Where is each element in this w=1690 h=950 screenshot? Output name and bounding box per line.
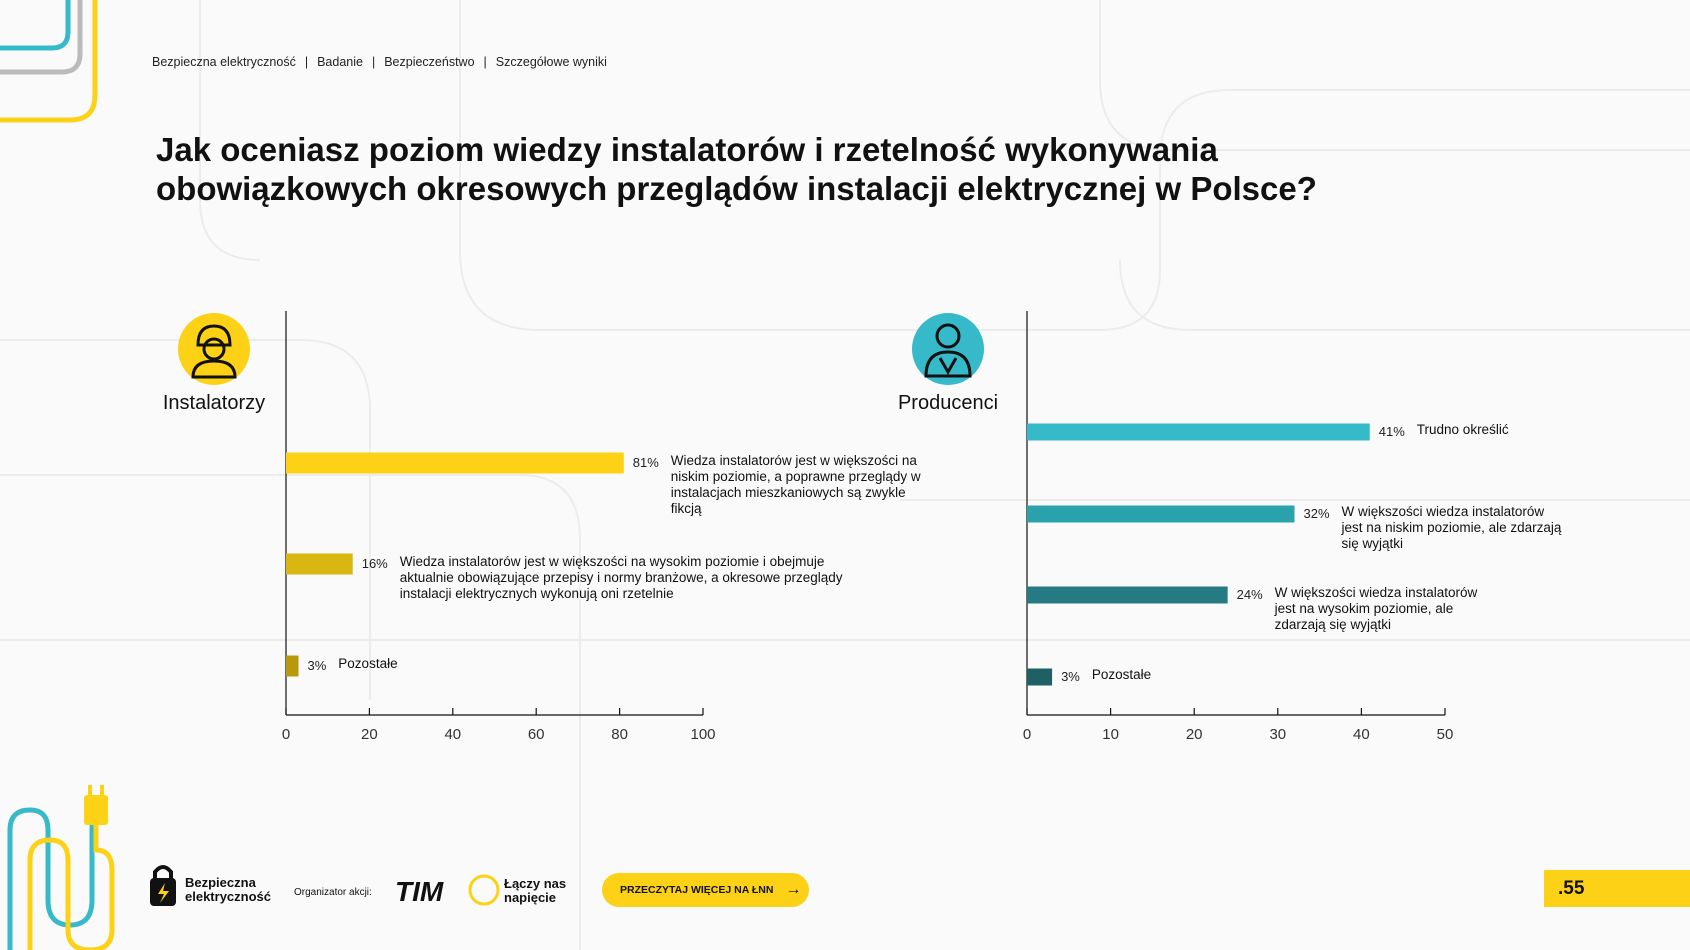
chart-title: Producenci: [897, 392, 999, 414]
x-tick-label: 0: [1023, 726, 1031, 743]
x-tick-label: 10: [1102, 726, 1119, 743]
value-label: 3%: [1061, 669, 1080, 684]
bar: [1027, 423, 1370, 441]
category-label: Pozostałe: [338, 656, 398, 671]
slogan-icon: [468, 874, 500, 906]
bar: [286, 553, 353, 575]
value-label: 41%: [1378, 424, 1405, 439]
plug-icon: [84, 795, 108, 825]
x-tick-label: 60: [528, 726, 545, 743]
category-label: Wiedza instalatorów jest w większości na…: [399, 554, 843, 601]
x-tick-label: 30: [1269, 726, 1286, 743]
breadcrumb-item: Szczegółowe wyniki: [495, 55, 607, 69]
value-label: 16%: [361, 556, 388, 571]
category-label: Pozostałe: [1091, 667, 1152, 682]
organizer: Organizator akcji:: [294, 887, 372, 898]
read-more-button[interactable]: PRZECZYTAJ WIĘCEJ NA ŁNN →: [602, 873, 809, 907]
bar: [1027, 586, 1228, 604]
category-label: Wiedza instalatorów jest w większości na…: [670, 453, 921, 516]
bar: [286, 655, 299, 677]
x-tick-label: 20: [1186, 726, 1203, 743]
category-label: W większości wiedza instalatorów jest na…: [1274, 585, 1478, 632]
x-tick-label: 50: [1437, 726, 1454, 743]
x-tick-label: 80: [611, 726, 628, 743]
value-label: 81%: [632, 455, 659, 470]
producer-icon: [912, 313, 984, 385]
bar: [286, 452, 624, 474]
page-number: .55: [1544, 870, 1690, 907]
breadcrumb-item: Bezpieczna elektryczność: [152, 55, 296, 69]
breadcrumb-item: Bezpieczeństwo: [384, 55, 475, 69]
bar: [1027, 505, 1295, 523]
brand: TIM: [395, 876, 444, 907]
x-tick-label: 40: [1353, 726, 1370, 743]
breadcrumb-item: Badanie: [317, 55, 363, 69]
x-tick-label: 0: [282, 726, 290, 743]
page-title: Jak oceniasz poziom wiedzy instalatorów …: [156, 131, 1317, 207]
logo-text: Bezpieczna elektryczność: [185, 875, 271, 904]
x-tick-label: 100: [690, 726, 715, 743]
category-label: W większości wiedza instalatorów jest na…: [1341, 504, 1562, 551]
chart-title: Instalatorzy: [162, 392, 266, 414]
value-label: 3%: [307, 658, 327, 673]
breadcrumb: Bezpieczna elektryczność | Badanie | Bezpiec…: [152, 55, 607, 69]
value-label: 32%: [1303, 506, 1330, 521]
value-label: 24%: [1236, 587, 1263, 602]
slogan: Łączy nas napięcie: [504, 876, 567, 905]
category-label: Trudno określić: [1416, 422, 1509, 437]
bar: [1027, 668, 1053, 686]
button-label[interactable]: PRZECZYTAJ WIĘCEJ NA ŁNN: [620, 884, 774, 896]
x-tick-label: 40: [444, 726, 461, 743]
x-tick-label: 20: [361, 726, 378, 743]
